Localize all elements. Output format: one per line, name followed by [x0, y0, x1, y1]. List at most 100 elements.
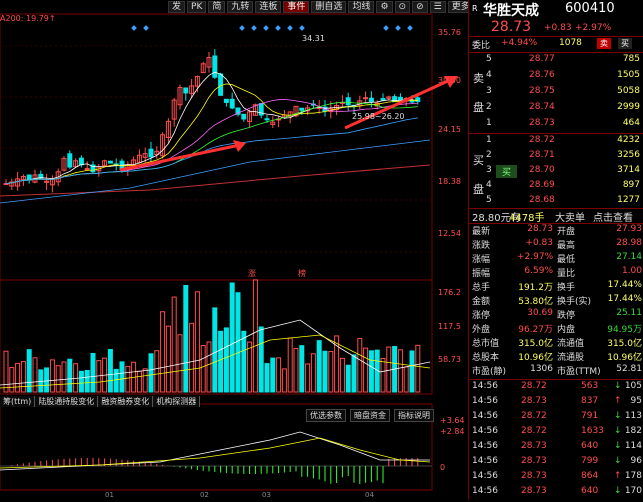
candle-body [235, 107, 241, 115]
candle-body [15, 178, 21, 187]
volume-bar [223, 327, 229, 393]
tick-time: 14:56 [472, 396, 498, 406]
stat-label: 最新 [472, 227, 491, 237]
toolbar-button[interactable]: 删自选 [311, 1, 347, 13]
stat-value-2: 52.81 [616, 364, 642, 374]
volume-bar [20, 361, 26, 393]
ask-volume: 785 [622, 54, 640, 64]
signal-line [0, 437, 431, 469]
tick-qty: 791 [581, 411, 599, 421]
big-order-banner[interactable]: 28.80元有 4478手 大卖单 点击查看 [469, 209, 643, 224]
weibi-pct: +4.94% [501, 38, 538, 48]
volume-bar [357, 337, 363, 393]
bid-price: 28.70 [529, 165, 555, 175]
volume-bar [235, 292, 241, 393]
toolbar-button[interactable]: 事件 [283, 1, 310, 13]
candle-body [287, 111, 293, 117]
indicator-tab[interactable]: 机构探测器 [153, 396, 201, 407]
tick-qty: 640 [581, 441, 599, 451]
toolbar-button[interactable]: 更多 [447, 1, 474, 13]
bottom-tab[interactable]: 暗盘资金 [350, 409, 390, 422]
bid-row[interactable]: 4 28.69 897 [469, 180, 643, 196]
ask-row[interactable]: 3 28.75 5058 [469, 86, 643, 102]
bid-row[interactable]: 2 28.71 3256 [469, 150, 643, 166]
weibi-count: 1078 [559, 38, 582, 48]
tick-price: 28.73 [521, 456, 547, 466]
volume-bar [409, 350, 415, 393]
trend-arrow-icon [344, 78, 451, 130]
indicator-tab[interactable]: 陆股通持股变化 [35, 396, 99, 407]
bid-volume: 4232 [617, 135, 640, 145]
toolbar-button[interactable]: 发 [168, 1, 186, 13]
tick-time: 14:56 [472, 456, 498, 466]
stat-label-2: 内盘 [557, 325, 576, 335]
ask-row[interactable]: 1 28.73 464 [469, 118, 643, 134]
volume-bar [125, 365, 131, 393]
candle-body [44, 180, 50, 183]
stat-value: +2.97% [517, 252, 554, 262]
candle-body [189, 85, 195, 94]
candle-body [241, 113, 247, 120]
candle-body [299, 107, 305, 111]
volume-bar [206, 341, 212, 393]
stat-label: 总股本 [472, 353, 500, 363]
toolbar-button[interactable]: 九转 [227, 1, 254, 13]
ask-row[interactable]: 2 28.74 2999 [469, 102, 643, 118]
stat-row: 金额 53.80亿 换手(实) 17.44% [469, 294, 643, 308]
volume-bar [334, 335, 340, 393]
stat-row: 最新 28.73 开盘 27.93 [469, 224, 643, 238]
bid-row[interactable]: 1 28.72 4232 [469, 135, 643, 151]
down-arrow-icon: ↓ [614, 381, 622, 391]
stat-label-2: 量比 [557, 269, 576, 279]
bid-highlight: 买 [496, 165, 518, 178]
tick-time: 14:56 [472, 426, 498, 436]
tick-row: 14:56 28.73 799 ↓ 96 [469, 456, 643, 472]
bottom-tab[interactable]: 优选参数 [306, 409, 346, 422]
toolbar-button[interactable]: ⊘ [412, 1, 428, 13]
candle-body [102, 160, 108, 167]
stat-row: 总股本 10.96亿 流通股 10.96亿 [469, 350, 643, 364]
toolbar-button[interactable]: PK [187, 1, 207, 13]
toolbar-button[interactable]: ⚙ [376, 1, 393, 13]
chart-annotation: 25.98~26.20 [352, 112, 405, 121]
indicator-tab[interactable]: 筹(ttm) [0, 396, 36, 407]
volume-bar [258, 326, 264, 393]
ask-row[interactable]: 4 28.76 1505 [469, 70, 643, 86]
divider [469, 208, 643, 209]
down-arrow-icon: ↓ [614, 411, 622, 421]
tick-time: 14:56 [472, 411, 498, 421]
ask-volume: 2999 [617, 102, 640, 112]
ask-price: 28.77 [529, 54, 555, 64]
big-order-view-link[interactable]: 点击查看 [593, 213, 633, 224]
chart-annotation: 34.31 [302, 34, 325, 43]
bid-price: 28.69 [529, 180, 555, 190]
month-label: 03 [262, 491, 271, 499]
toolbar-button[interactable]: ☰ [429, 1, 446, 13]
stat-row: 总市值 315.0亿 流通值 315.0亿 [469, 336, 643, 350]
indicator-tab[interactable]: 融资融券变化 [98, 396, 154, 407]
buy-button[interactable]: 买 [618, 38, 632, 49]
tick-row: 14:56 28.73 640 ↓ 114 [469, 441, 643, 457]
bottom-tab[interactable]: 指标说明 [394, 409, 434, 422]
kline-chart-area[interactable] [0, 0, 468, 500]
stat-value-2: 27.93 [616, 224, 642, 234]
sell-button[interactable]: 卖 [597, 38, 611, 49]
stat-label: 涨幅 [472, 255, 491, 265]
candle-body [380, 98, 386, 101]
candle-body [20, 176, 26, 181]
ask-row[interactable]: 5 28.77 785 [469, 54, 643, 70]
candle-body [177, 86, 183, 106]
stat-label-2: 换手(实) [557, 297, 592, 307]
candle-body [247, 111, 253, 123]
bid-row[interactable]: 3 28.70 3714 买 [469, 165, 643, 181]
bid-row[interactable]: 5 28.68 1277 [469, 195, 643, 211]
candle-body [55, 171, 61, 183]
toolbar-button[interactable]: 均线 [348, 1, 375, 13]
candle-body [90, 164, 96, 173]
toolbar-button[interactable]: 简 [208, 1, 226, 13]
tick-time: 14:56 [472, 441, 498, 451]
toolbar-button[interactable]: ⊙ [394, 1, 411, 13]
stat-value-2: 94.95万 [607, 325, 642, 335]
toolbar-button[interactable]: 连板 [255, 1, 282, 13]
volume-bar [415, 344, 421, 393]
